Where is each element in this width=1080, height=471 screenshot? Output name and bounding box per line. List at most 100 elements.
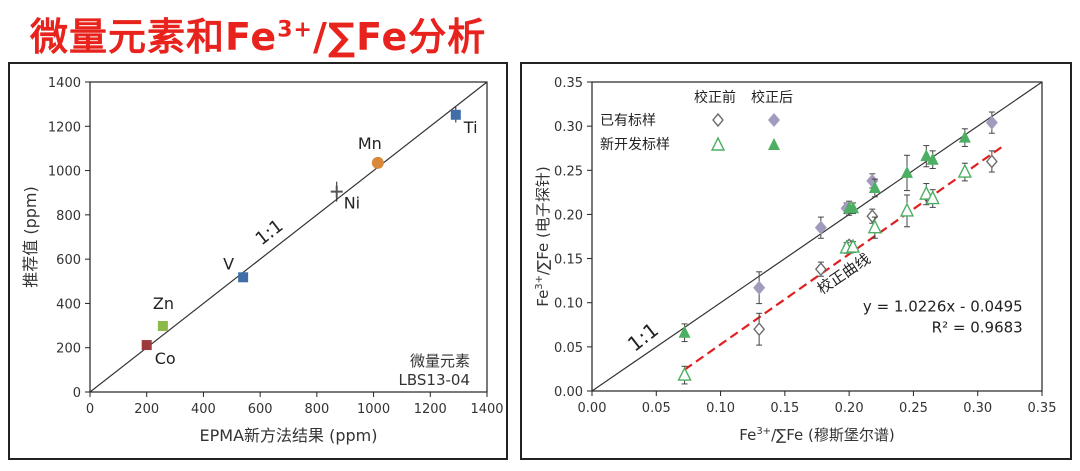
y-axis-label-tail: /∑Fe (电子探针): [534, 166, 552, 275]
data-point: [866, 173, 879, 188]
x-tick-label: 400: [191, 402, 216, 417]
data-point: [868, 180, 881, 193]
plot-frame: [89, 81, 488, 393]
x-tick-label: 0.30: [963, 401, 992, 416]
x-tick-label: 0.00: [578, 401, 607, 416]
one-to-one-label: 1:1: [623, 318, 663, 357]
data-point: [899, 202, 915, 217]
legend-marker-new-before: [710, 136, 726, 151]
one-to-one-line: [591, 81, 1043, 392]
y-tick-label: 0: [73, 386, 81, 401]
data-point: [866, 209, 879, 224]
data-point: [867, 219, 882, 234]
y-tick-label: 0.05: [554, 341, 583, 356]
y-tick-label: 0.15: [554, 253, 583, 268]
x-axis-label: EPMA新方法结果 (ppm): [200, 426, 378, 445]
fit-equation: y = 1.0226x - 0.0495: [863, 298, 1023, 316]
page-title-sup: 3+: [277, 17, 313, 43]
data-point-ni: [330, 185, 343, 198]
point-label: Ni: [344, 194, 360, 213]
one-to-one-label: 1:1: [252, 215, 288, 249]
right-chart-panel: 0.00 0.05 0.10 0.15 0.20 0.25 0.30 0.35 0.00 0.05…: [520, 62, 1072, 460]
data-point-co: [141, 340, 152, 351]
data-point: [845, 238, 861, 253]
y-tick-label: 0.00: [554, 385, 583, 400]
fit-r-squared: R² = 0.9683: [932, 319, 1023, 337]
x-tick-label: 1200: [414, 402, 447, 417]
y-tick-label: 0.25: [554, 164, 583, 179]
legend-header-after: 校正后: [751, 89, 793, 106]
page-title-tail: /∑Fe分析: [312, 15, 487, 59]
point-label: Mn: [358, 134, 382, 153]
data-point: [677, 366, 692, 381]
x-tick-label: 0.15: [770, 401, 799, 416]
legend-marker-existing-after: [768, 113, 780, 127]
x-tick-label: 600: [248, 402, 273, 417]
data-point: [957, 163, 972, 178]
trace-element-chart: 0 200 400 600 800 1000 1200 1400 0 200 400 600 800 10…: [21, 76, 504, 445]
x-tick-label: 800: [304, 402, 329, 417]
x-tick-label: 200: [134, 402, 159, 417]
x-tick-label: 0.05: [642, 401, 671, 416]
y-tick-label: 600: [56, 253, 81, 268]
one-to-one-line: [89, 81, 488, 393]
y-tick-label: 0.35: [554, 76, 583, 91]
data-point: [814, 262, 827, 277]
data-point: [985, 115, 998, 130]
x-tick-label: 0: [86, 402, 94, 417]
legend-marker-new-after: [768, 138, 780, 150]
y-tick-label: 1200: [48, 120, 81, 135]
y-tick-label: 0.30: [554, 120, 583, 135]
y-tick-label: 1400: [48, 76, 81, 91]
data-point: [985, 154, 998, 169]
fit-line: [683, 144, 1005, 371]
point-label: Co: [155, 349, 176, 368]
y-axis-label: 推荐值 (ppm): [21, 186, 40, 287]
x-tick-label: 0.10: [706, 401, 735, 416]
x-tick-label: 0.25: [899, 401, 928, 416]
y-axis-label-main: Fe: [534, 290, 552, 307]
data-point: [753, 322, 766, 337]
legend-row-existing: 已有标样: [600, 113, 656, 129]
point-label: Zn: [153, 294, 174, 313]
data-point: [847, 201, 859, 214]
data-point: [925, 189, 940, 205]
y-tick-label: 800: [56, 209, 81, 224]
data-point-zn: [157, 321, 168, 332]
y-tick-label: 400: [56, 297, 81, 312]
data-point-ti: [450, 109, 461, 120]
y-tick-label: 0.10: [554, 297, 583, 312]
page-title-main: 微量元素和Fe: [30, 15, 278, 59]
y-tick-label: 1000: [48, 165, 81, 180]
left-chart-panel: 0 200 400 600 800 1000 1200 1400 0 200 400 600 800 10…: [8, 62, 508, 460]
x-tick-label: 1000: [357, 402, 390, 417]
x-axis-label-main: Fe: [739, 426, 756, 444]
y-axis-label: Fe3+/∑Fe (电子探针): [534, 166, 552, 306]
annotation-title: 微量元素: [410, 352, 470, 370]
page-title: 微量元素和Fe3+/∑Fe分析: [30, 6, 486, 61]
data-point: [753, 280, 766, 295]
x-tick-label: 0.20: [835, 401, 864, 416]
fe3-ratio-chart: 0.00 0.05 0.10 0.15 0.20 0.25 0.30 0.35 0.00 0.05…: [534, 76, 1057, 444]
plot-frame: [591, 81, 1043, 392]
legend-header-before: 校正前: [694, 89, 736, 106]
point-label: Ti: [463, 118, 478, 137]
data-point: [901, 165, 913, 178]
x-axis-label-tail: /∑Fe (穆斯堡尔谱): [771, 426, 895, 444]
data-point-v: [238, 272, 249, 283]
y-axis-label-sup: 3+: [534, 275, 545, 290]
point-label: V: [223, 254, 234, 273]
x-tick-label: 1400: [470, 402, 503, 417]
x-axis-label-sup: 3+: [756, 426, 771, 437]
data-point: [678, 325, 691, 338]
annotation-sample: LBS13-04: [399, 371, 471, 389]
data-point: [958, 130, 971, 143]
x-tick-label: 0.35: [1028, 401, 1057, 416]
legend-marker-existing-before: [712, 112, 724, 128]
data-point: [919, 185, 934, 200]
x-axis-label: Fe3+/∑Fe (穆斯堡尔谱): [739, 426, 894, 444]
legend-row-new: 新开发标样: [600, 137, 670, 153]
data-point: [926, 152, 939, 165]
y-tick-label: 200: [56, 342, 81, 357]
data-point: [920, 149, 933, 162]
